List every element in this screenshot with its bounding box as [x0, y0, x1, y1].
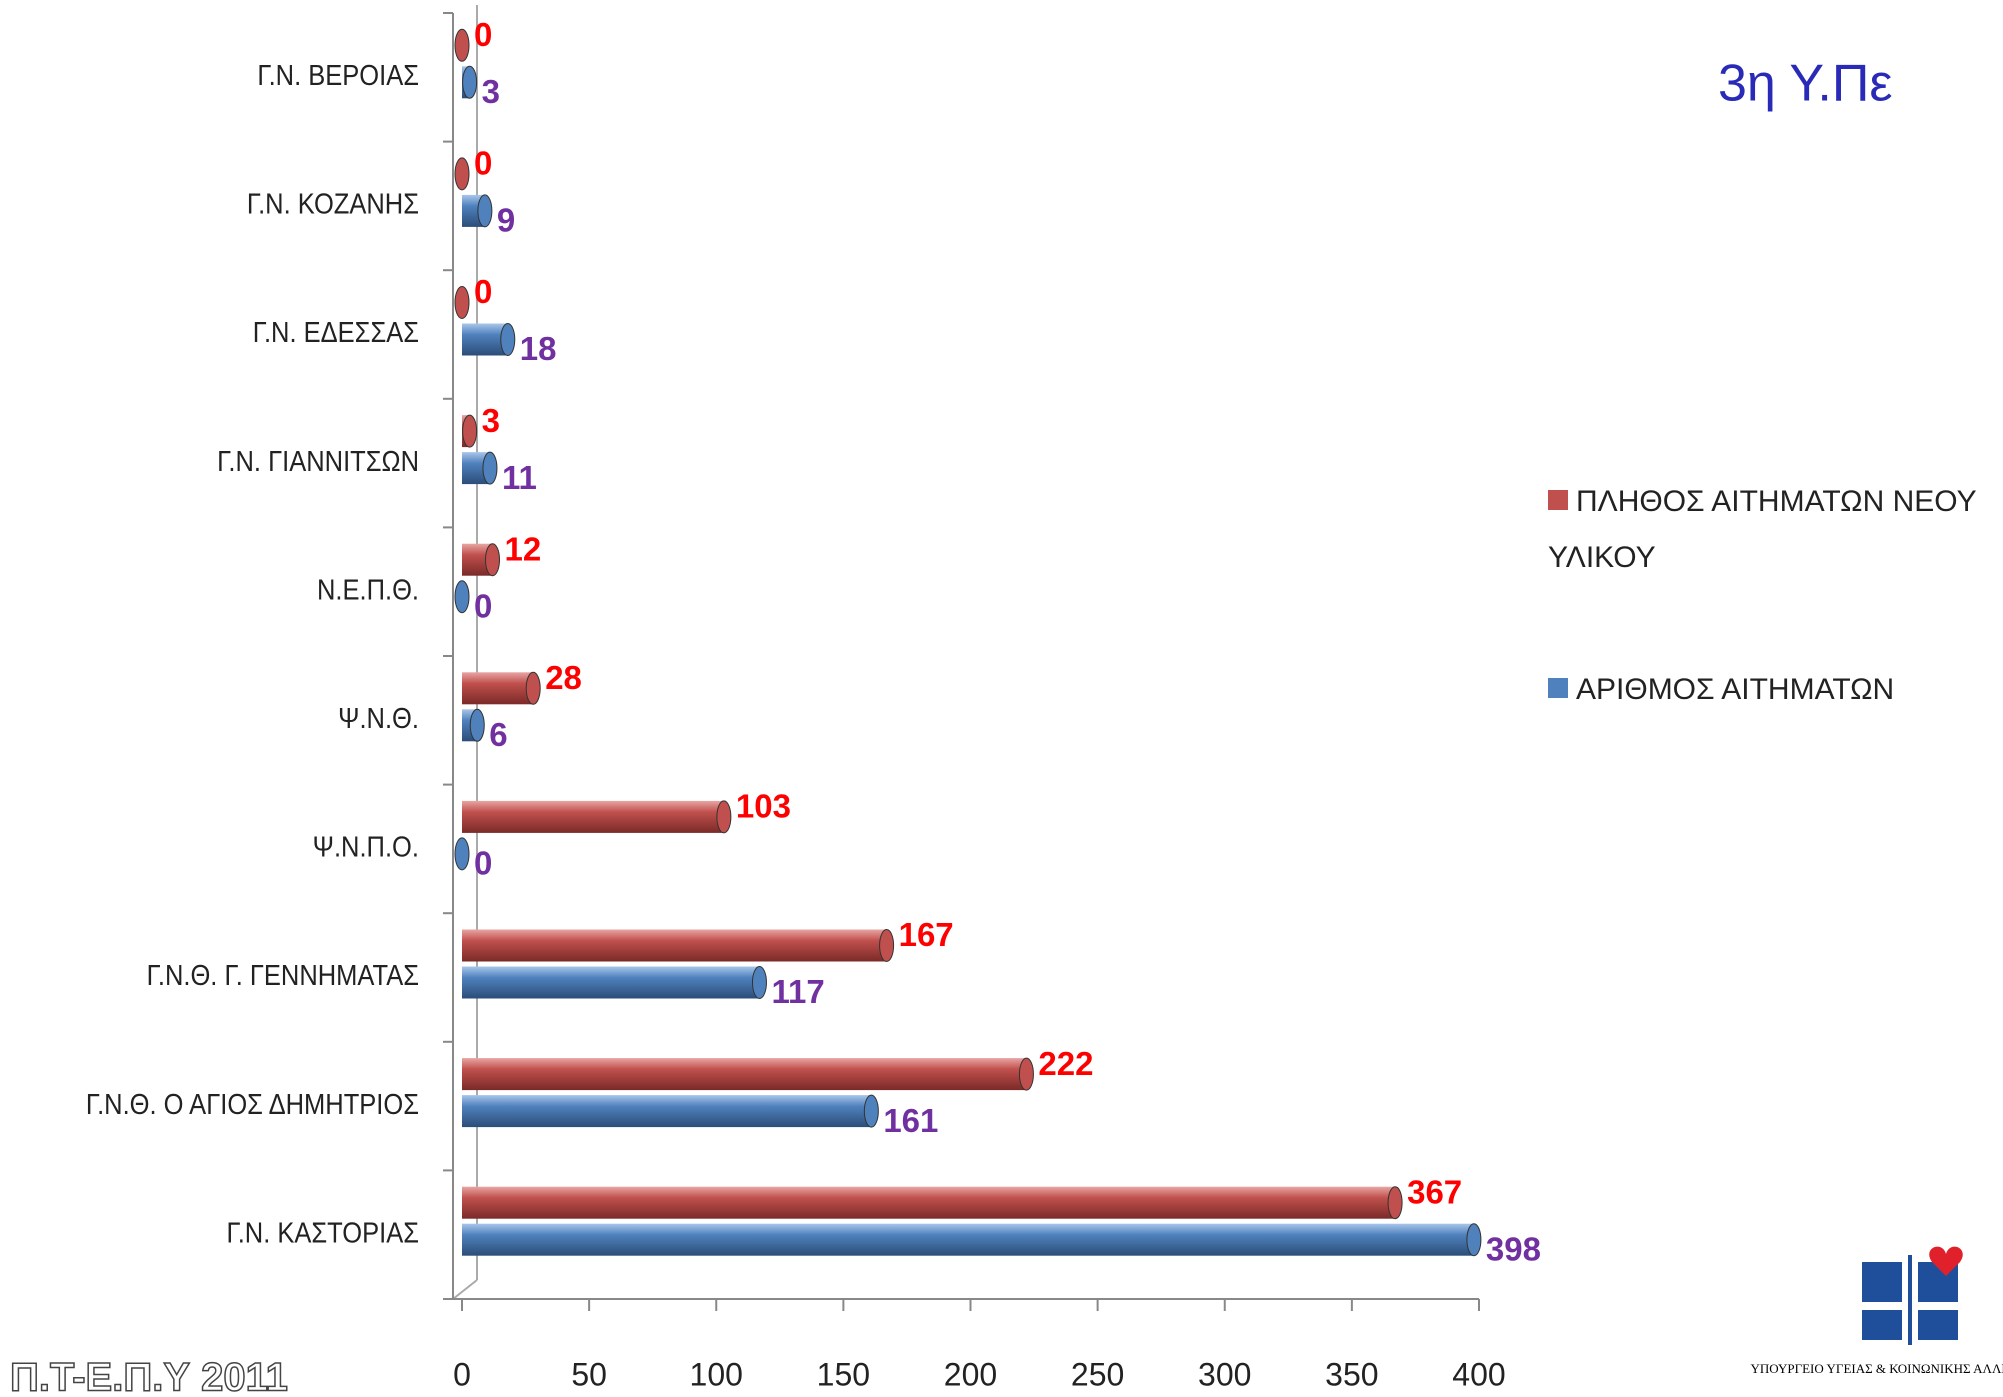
bar [462, 1223, 1474, 1256]
bar [462, 1186, 1396, 1219]
y-tick-label: Γ.Ν. ΚΑΣΤΟΡΙΑΣ [226, 1216, 419, 1249]
bar-cap [469, 708, 485, 742]
legend-label: ΑΡΙΘΜΟΣ ΑΙΤΗΜΑΤΩΝ [1576, 673, 1895, 706]
bar [462, 1095, 872, 1128]
legend-label: ΠΛΗΘΟΣ ΑΙΤΗΜΑΤΩΝ ΝΕΟΥ ΥΛΙΚΟΥ [1548, 485, 1977, 574]
bar-cap [1387, 1186, 1403, 1220]
value-label: 3 [482, 402, 500, 439]
value-label: 0 [474, 273, 492, 310]
bar [462, 1058, 1027, 1091]
x-tick-label: 150 [817, 1356, 870, 1392]
footer: Π.Τ-Ε.Π.Υ 2011 [10, 1356, 288, 1397]
bar-cap [716, 800, 732, 834]
value-label: 18 [520, 330, 557, 367]
bar-cap [879, 929, 895, 962]
y-tick-label: Γ.Ν. ΒΕΡΟΙΑΣ [257, 58, 419, 91]
bar-cap [1018, 1057, 1034, 1091]
bar-cap [477, 194, 493, 228]
value-label: 222 [1038, 1045, 1093, 1082]
bar-cap [454, 837, 470, 871]
x-tick-label: 100 [690, 1356, 743, 1392]
y-tick-label: Ψ.Ν.Θ. [338, 701, 419, 734]
logo [1862, 1246, 1963, 1345]
value-label: 28 [545, 659, 582, 696]
bar-cap [482, 451, 498, 485]
y-tick-label: Γ.Ν. ΓΙΑΝΝΙΤΣΩΝ [217, 444, 419, 477]
value-label: 367 [1407, 1173, 1462, 1210]
bar-cap [863, 1094, 879, 1128]
bar-cap [454, 286, 470, 319]
bar-cap [1466, 1223, 1482, 1257]
bar-cap [500, 323, 516, 356]
bar [462, 672, 534, 705]
x-tick-label: 250 [1071, 1356, 1124, 1392]
value-label: 0 [474, 16, 492, 53]
bar-cap [462, 414, 478, 448]
value-label: 103 [736, 788, 791, 825]
value-label: 0 [474, 845, 492, 882]
value-label: 0 [474, 145, 492, 182]
value-label: 398 [1486, 1230, 1541, 1267]
y-tick-label: Ψ.Ν.Π.Ο. [313, 830, 419, 863]
x-tick-label: 350 [1325, 1356, 1378, 1392]
chart-title: 3η Υ.Πε [1718, 55, 1893, 113]
legend-item: ΠΛΗΘΟΣ ΑΙΤΗΜΑΤΩΝ ΝΕΟΥ ΥΛΙΚΟΥ [1548, 474, 1988, 586]
value-label: 161 [883, 1102, 938, 1139]
x-tick-label: 50 [571, 1356, 607, 1392]
bar-cap [485, 543, 501, 577]
value-label: 11 [502, 459, 537, 496]
x-tick-label: 200 [944, 1356, 997, 1392]
y-tick-label: Γ.Ν. ΕΔΕΣΣΑΣ [253, 316, 419, 349]
value-label: 167 [899, 916, 954, 953]
value-label: 0 [474, 587, 492, 624]
x-tick-label: 300 [1198, 1356, 1251, 1392]
value-label: 6 [489, 716, 507, 753]
y-tick-label: Γ.Ν. ΚΟΖΑΝΗΣ [247, 187, 419, 220]
bar-cap [454, 28, 470, 62]
bar-cap [454, 157, 470, 191]
y-tick-label: Γ.Ν.Θ. Γ. ΓΕΝΝΗΜΑΤΑΣ [147, 959, 419, 992]
bar [462, 800, 724, 833]
logo-text: ΥΠΟΥΡΓΕΙΟ ΥΓΕΙΑΣ & ΚΟΙΝΩΝΙΚΗΣ ΑΛΛΗΛΕΓΓΥΗ… [1750, 1361, 2003, 1376]
value-label: 9 [497, 202, 515, 239]
value-label: 117 [771, 973, 824, 1010]
bar [462, 323, 508, 356]
bar [462, 966, 760, 999]
bar-cap [462, 65, 478, 99]
bar-cap [751, 966, 767, 999]
value-label: 12 [505, 530, 542, 567]
legend-item: ΑΡΙΘΜΟΣ ΑΙΤΗΜΑΤΩΝ [1548, 662, 1988, 718]
bar [462, 929, 887, 962]
y-tick-label: Ν.Ε.Π.Θ. [317, 573, 419, 606]
bar-cap [454, 580, 470, 614]
x-tick-label: 0 [453, 1356, 471, 1392]
value-label: 3 [482, 73, 500, 110]
y-tick-label: Γ.Ν.Θ. Ο ΑΓΙΟΣ ΔΗΜΗΤΡΙΟΣ [86, 1087, 419, 1120]
bar-cap [525, 671, 541, 705]
x-tick-label: 400 [1452, 1356, 1505, 1392]
